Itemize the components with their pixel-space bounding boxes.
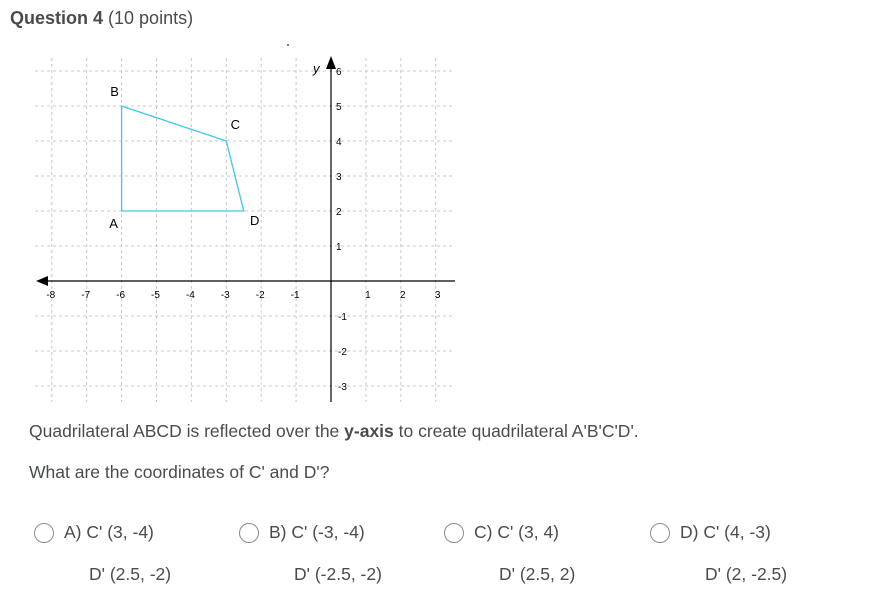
x-tick-label: 2 bbox=[400, 290, 406, 301]
x-tick-label: -4 bbox=[186, 290, 195, 301]
radio-button-c[interactable] bbox=[444, 523, 464, 543]
x-tick-label: 1 bbox=[365, 290, 371, 301]
stem-text-post: to create quadrilateral A'B'C'D'. bbox=[393, 421, 639, 441]
stem-text-pre: Quadrilateral ABCD is reflected over the bbox=[29, 421, 345, 441]
vertex-label-c: C bbox=[231, 117, 240, 132]
x-tick-label: 3 bbox=[435, 290, 441, 301]
question-header: Question 4 (10 points) bbox=[10, 8, 193, 29]
graph-background bbox=[35, 58, 455, 402]
graph-grid bbox=[35, 58, 455, 402]
y-tick-label: 3 bbox=[336, 172, 342, 183]
x-tick-label: -8 bbox=[46, 290, 55, 301]
x-tick-label: -6 bbox=[116, 290, 125, 301]
question-title: Question 4 bbox=[10, 8, 104, 28]
y-tick-label: -1 bbox=[338, 312, 347, 323]
choice-c-line1: C) C' (3, 4) bbox=[474, 522, 560, 542]
choice-b-line2: D' (-2.5, -2) bbox=[294, 564, 382, 584]
x-tick-label: -2 bbox=[256, 290, 265, 301]
x-tick-label: -1 bbox=[291, 290, 300, 301]
choice-d-line2: D' (2, -2.5) bbox=[705, 564, 788, 584]
vertex-label-d: D bbox=[250, 213, 259, 228]
x-tick-label: -3 bbox=[221, 290, 230, 301]
stem-bold-term: y-axis bbox=[344, 421, 394, 441]
choice-c-line2: D' (2.5, 2) bbox=[499, 564, 576, 584]
question-stem-line2: What are the coordinates of C' and D'? bbox=[29, 462, 330, 482]
y-tick-label: 5 bbox=[336, 102, 342, 113]
y-tick-label: -3 bbox=[338, 382, 347, 393]
y-axis-label: y bbox=[312, 61, 321, 76]
vertex-label-b: B bbox=[110, 84, 119, 99]
x-axis-arrow-icon bbox=[36, 276, 48, 286]
question-stem-line1: Quadrilateral ABCD is reflected over the… bbox=[29, 421, 639, 442]
x-tick-label: -5 bbox=[151, 290, 160, 301]
graph-axes: y bbox=[36, 56, 455, 402]
x-tick-label: -7 bbox=[81, 290, 90, 301]
choice-d-line1: D) C' (4, -3) bbox=[680, 522, 771, 542]
question-points: (10 points) bbox=[108, 8, 194, 28]
y-tick-label: -2 bbox=[338, 347, 347, 358]
vertex-label-a: A bbox=[109, 216, 118, 231]
quadrilateral-abcd bbox=[120, 105, 245, 212]
radio-button-a[interactable] bbox=[34, 523, 54, 543]
y-tick-label: 1 bbox=[336, 242, 342, 253]
stray-dot bbox=[287, 44, 289, 46]
y-tick-label: 6 bbox=[336, 67, 342, 78]
tick-labels: -8 -7 -6 -5 -4 -3 -2 -1 1 2 3 6 5 4 3 2 1 -1 -2 -3 bbox=[46, 67, 441, 393]
vertex-labels: A B C D bbox=[109, 84, 259, 231]
choice-b-line1: B) C' (-3, -4) bbox=[269, 522, 365, 542]
radio-button-b[interactable] bbox=[239, 523, 259, 543]
y-tick-label: 2 bbox=[336, 207, 342, 218]
choice-a-line2: D' (2.5, -2) bbox=[89, 564, 172, 584]
choice-a-line1: A) C' (3, -4) bbox=[64, 522, 154, 542]
y-axis-arrow-icon bbox=[326, 56, 336, 69]
radio-button-d[interactable] bbox=[650, 523, 670, 543]
y-tick-label: 4 bbox=[336, 137, 342, 148]
